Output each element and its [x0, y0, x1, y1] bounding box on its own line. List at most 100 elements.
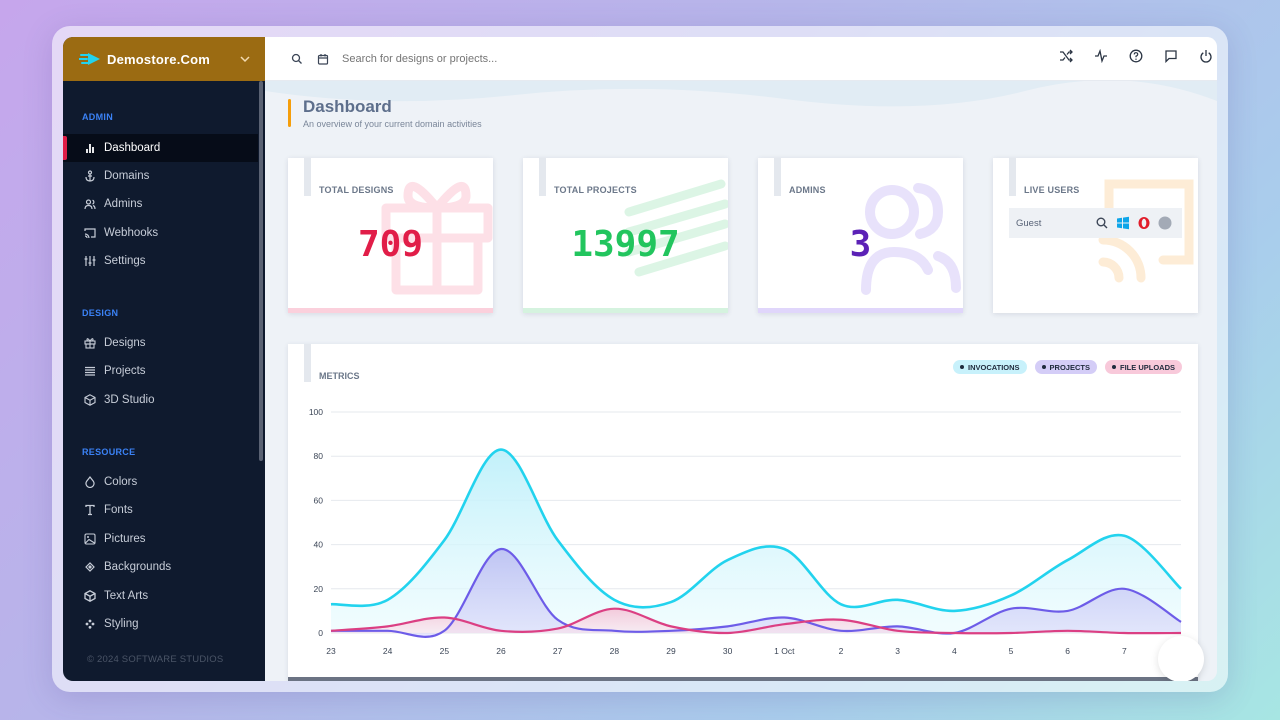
card-total-designs[interactable]: TOTAL DESIGNS 709 — [288, 158, 493, 313]
help-icon[interactable] — [1129, 49, 1143, 63]
logo-icon — [79, 53, 100, 65]
sidebar-item-label: Colors — [104, 476, 138, 488]
app-window: Demostore.Com ADMIN Dashboard Domains Ad… — [63, 37, 1217, 681]
power-icon[interactable] — [1199, 49, 1213, 63]
sidebar-item-colors[interactable]: Colors — [63, 468, 258, 496]
page-subtitle: An overview of your current domain activ… — [303, 119, 482, 129]
live-user-name: Guest — [1016, 217, 1042, 229]
series-area-projects — [331, 548, 1181, 637]
sidebar-item-backgrounds[interactable]: Backgrounds — [63, 553, 258, 581]
sidebar-item-label: 3D Studio — [104, 394, 155, 406]
search-input[interactable] — [342, 52, 902, 65]
y-tick-label: 60 — [314, 495, 324, 505]
search-icon[interactable] — [291, 53, 303, 65]
sidebar-item-label: Webhooks — [104, 227, 159, 239]
card-label: TOTAL PROJECTS — [554, 185, 637, 195]
legend-projects[interactable]: PROJECTS — [1034, 360, 1097, 374]
x-tick-label: 28 — [610, 646, 620, 656]
card-underline — [288, 308, 493, 313]
sidebar-item-text-arts[interactable]: Text Arts — [63, 582, 258, 610]
card-total-projects[interactable]: TOTAL PROJECTS 13997 — [523, 158, 728, 313]
shuffle-icon[interactable] — [1059, 49, 1073, 63]
sidebar-item-label: Backgrounds — [104, 561, 172, 573]
series-line-file-uploads — [330, 607, 1182, 635]
y-tick-label: 40 — [314, 540, 324, 550]
y-tick-label: 20 — [314, 584, 324, 594]
x-tick-label: 6 — [1065, 646, 1070, 656]
windows-icon — [1117, 216, 1129, 230]
sidebar-item-admins[interactable]: Admins — [63, 190, 258, 218]
sidebar: Demostore.Com ADMIN Dashboard Domains Ad… — [63, 37, 265, 681]
sidebar-item-label: Dashboard — [104, 142, 161, 154]
sidebar-item-label: Settings — [104, 255, 146, 267]
sidebar-item-pictures[interactable]: Pictures — [63, 525, 258, 553]
metrics-tab — [304, 344, 311, 382]
sidebar-item-label: Projects — [104, 365, 146, 377]
x-tick-label: 23 — [326, 646, 336, 656]
calendar-icon[interactable] — [317, 53, 329, 65]
card-live-users[interactable]: LIVE USERS Guest — [993, 158, 1198, 313]
card-value: 709 — [357, 224, 424, 265]
sidebar-item-3d-studio[interactable]: 3D Studio — [63, 386, 258, 414]
type-icon — [83, 503, 97, 517]
page-title: Dashboard — [303, 97, 392, 116]
pattern-icon — [83, 560, 97, 574]
top-bar — [265, 37, 1217, 81]
sidebar-item-styling[interactable]: Styling — [63, 610, 258, 638]
sidebar-item-dashboard[interactable]: Dashboard — [63, 134, 258, 162]
legend-file-uploads[interactable]: FILE UPLOADS — [1104, 360, 1182, 374]
series-area-file-uploads — [331, 608, 1181, 634]
sidebar-item-label: Domains — [104, 170, 150, 182]
section-title-resource: RESOURCE — [82, 447, 136, 457]
sidebar-item-fonts[interactable]: Fonts — [63, 496, 258, 524]
panel-scrollbar[interactable] — [288, 677, 1198, 681]
sidebar-item-webhooks[interactable]: Webhooks — [63, 219, 258, 247]
section-title-admin: ADMIN — [82, 112, 113, 122]
sidebar-item-designs[interactable]: Designs — [63, 329, 258, 357]
cast-icon — [83, 226, 97, 240]
live-user-row[interactable]: Guest — [1009, 208, 1182, 238]
list-icon — [83, 364, 97, 378]
activity-icon[interactable] — [1094, 49, 1108, 63]
chevron-down-icon[interactable] — [239, 53, 251, 65]
legend-invocations[interactable]: INVOCATIONS — [953, 360, 1027, 374]
x-tick-label: 5 — [1009, 646, 1014, 656]
sidebar-item-settings[interactable]: Settings — [63, 247, 258, 275]
header-wave — [265, 81, 1217, 107]
brand-bar[interactable]: Demostore.Com — [63, 37, 265, 81]
y-tick-label: 80 — [314, 451, 324, 461]
gift-icon — [83, 336, 97, 350]
metrics-panel: METRICS INVOCATIONS PROJECTS FILE UPLOAD… — [288, 344, 1198, 681]
main-content: Dashboard An overview of your current do… — [265, 81, 1217, 681]
sidebar-item-label: Pictures — [104, 533, 146, 545]
card-tab — [774, 158, 781, 196]
x-tick-label: 4 — [952, 646, 957, 656]
series-line-projects — [331, 547, 1182, 638]
section-title-design: DESIGN — [82, 308, 119, 318]
sidebar-item-projects[interactable]: Projects — [63, 357, 258, 385]
card-underline — [523, 308, 728, 313]
floating-action-button[interactable] — [1158, 636, 1204, 681]
x-tick-label: 7 — [1122, 646, 1127, 656]
message-icon[interactable] — [1164, 49, 1178, 63]
list-icon — [624, 179, 728, 277]
sidebar-item-domains[interactable]: Domains — [63, 162, 258, 190]
status-dot-icon — [1158, 216, 1172, 230]
sidebar-scrollbar[interactable] — [259, 81, 263, 461]
sidebar-footer: © 2024 SOFTWARE STUDIOS — [87, 654, 224, 665]
y-tick-label: 100 — [309, 407, 323, 417]
image-icon — [83, 532, 97, 546]
x-tick-label: 25 — [440, 646, 450, 656]
x-tick-label: 3 — [895, 646, 900, 656]
card-underline — [758, 308, 963, 313]
card-tab — [1009, 158, 1016, 196]
x-tick-label: 1 Oct — [774, 646, 795, 656]
sidebar-item-label: Designs — [104, 337, 146, 349]
card-admins[interactable]: ADMINS 3 — [758, 158, 963, 313]
card-label: LIVE USERS — [1024, 185, 1080, 195]
search-icon[interactable] — [1095, 216, 1109, 230]
card-label: TOTAL DESIGNS — [319, 185, 394, 195]
x-tick-label: 30 — [723, 646, 733, 656]
title-accent — [288, 99, 291, 127]
sidebar-item-label: Fonts — [104, 504, 133, 516]
